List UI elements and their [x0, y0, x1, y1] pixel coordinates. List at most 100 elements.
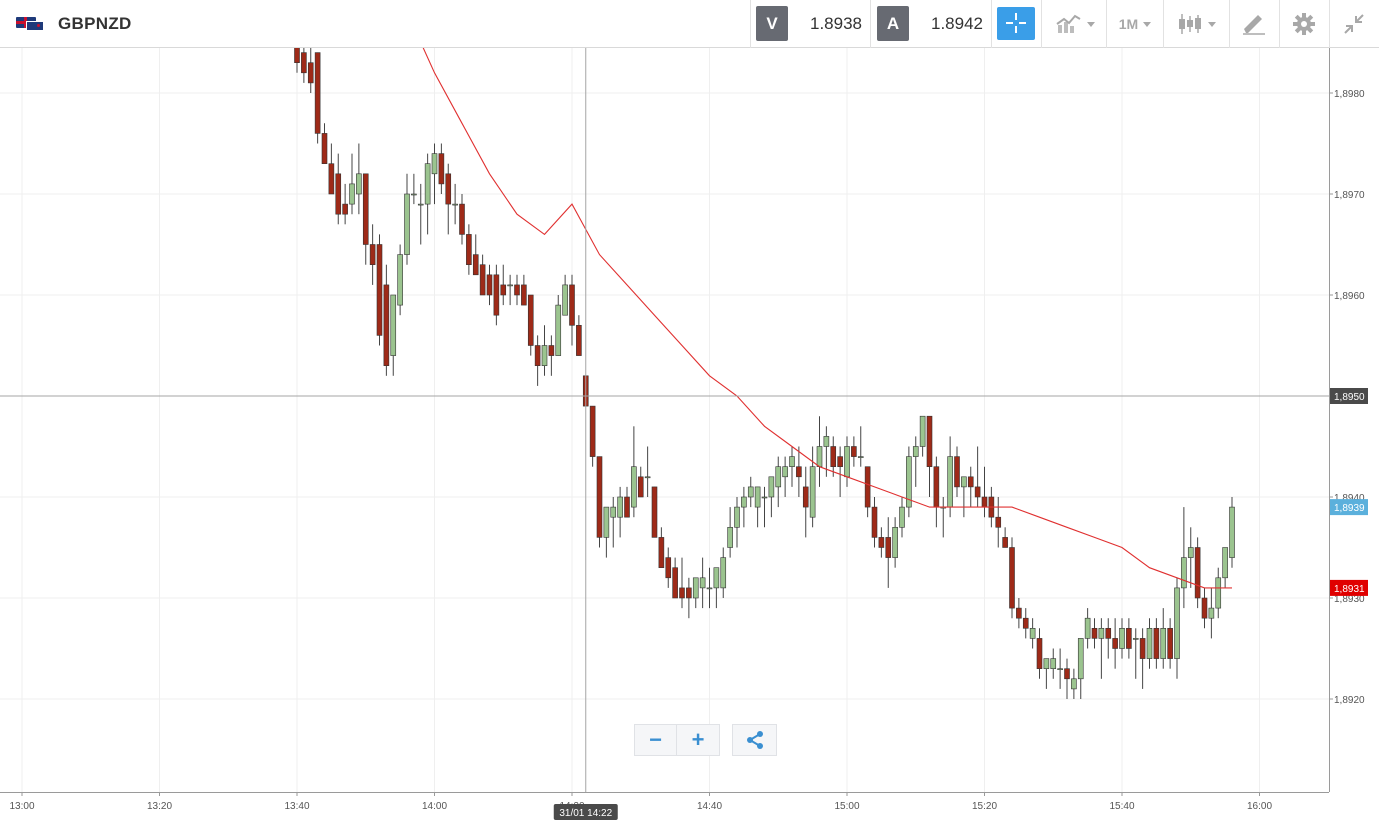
settings-button[interactable] — [1282, 0, 1326, 48]
candle-up — [1208, 607, 1215, 619]
candle-down — [459, 203, 465, 235]
candle-down — [321, 133, 328, 165]
candle-up — [356, 173, 362, 195]
sell-price: 1.8938 — [810, 13, 862, 33]
candle-down — [335, 173, 342, 215]
crosshair-button[interactable] — [997, 7, 1035, 40]
candle-up — [768, 476, 775, 498]
candle-down — [926, 415, 933, 468]
candle-up — [844, 446, 850, 478]
candle-down — [1036, 638, 1043, 670]
candle-down — [493, 274, 500, 316]
candle-down — [1009, 547, 1015, 609]
candle-down — [369, 244, 376, 266]
share-icon — [746, 731, 763, 749]
candle-down — [864, 466, 871, 508]
candle-down — [514, 284, 520, 296]
zoom-out-button[interactable]: − — [634, 724, 677, 756]
x-tick-label: 15:20 — [972, 801, 997, 812]
candle-down — [1022, 617, 1029, 629]
buy-quote[interactable]: A 1.8942 — [877, 6, 991, 41]
candle-up — [706, 587, 713, 590]
collapse-button[interactable] — [1332, 0, 1376, 48]
candle-up — [610, 506, 617, 518]
candle-down — [1091, 627, 1098, 639]
candle-up — [747, 486, 754, 498]
candle-down — [1002, 537, 1008, 548]
candle-up — [1043, 658, 1050, 669]
x-tick-label: 14:40 — [697, 801, 722, 812]
candle-down — [624, 496, 630, 518]
crosshair-price-label-bg — [1330, 388, 1368, 404]
candle-down — [472, 254, 479, 276]
candle-down — [596, 456, 603, 538]
candle-down — [672, 567, 678, 599]
candle-up — [1229, 506, 1235, 558]
x-tick-label: 15:00 — [834, 801, 859, 812]
candle-down — [802, 486, 809, 508]
chart-area[interactable]: 1,89801,89701,89601,89501,89401,89301,89… — [0, 48, 1379, 823]
price-chart[interactable]: 1,89801,89701,89601,89501,89401,89301,89… — [0, 48, 1379, 823]
crosshair-time-bg — [553, 804, 618, 820]
candle-down — [679, 587, 685, 599]
share-button[interactable] — [732, 724, 777, 756]
x-tick-label: 13:40 — [284, 801, 309, 812]
x-tick-label: 13:20 — [147, 801, 172, 812]
sell-quote[interactable]: V 1.8938 — [756, 6, 870, 41]
candle-down — [1016, 607, 1022, 619]
candle-down — [307, 62, 314, 84]
candle-up — [734, 506, 740, 528]
candle-down — [328, 163, 335, 195]
candle-down — [445, 173, 452, 205]
candle-down — [885, 537, 892, 558]
candle-down — [301, 52, 307, 74]
candle-up — [1215, 577, 1222, 609]
crosshair-icon — [1006, 13, 1026, 33]
separator — [750, 0, 751, 48]
candle-down — [651, 486, 658, 538]
candle-up — [919, 415, 926, 447]
candle-up — [1160, 627, 1167, 659]
candle-up — [1187, 547, 1194, 558]
zoom-in-button[interactable]: + — [677, 724, 720, 756]
moving-average-line — [422, 48, 1232, 589]
candle-down — [1105, 627, 1112, 639]
indicators-button[interactable] — [1046, 0, 1104, 48]
crosshair-time-label: 31/01 14:22 — [559, 808, 612, 819]
candle-down — [548, 345, 555, 356]
candle-down — [995, 516, 1002, 528]
candle-up — [404, 193, 410, 255]
buy-label: A — [877, 6, 909, 41]
candle-down — [294, 48, 300, 64]
candle-up — [789, 456, 795, 468]
symbol-selector[interactable]: GBPNZD — [16, 10, 132, 38]
candle-up — [431, 153, 438, 175]
drawing-tools-button[interactable] — [1232, 0, 1276, 48]
candle-down — [438, 153, 445, 185]
candle-up — [1057, 668, 1063, 671]
candle-up — [754, 486, 761, 508]
candle-down — [974, 486, 981, 498]
candle-up — [555, 304, 562, 356]
candle-up — [1071, 678, 1077, 690]
x-tick-label: 13:00 — [9, 801, 34, 812]
candle-down — [1126, 627, 1132, 649]
candle-down — [878, 537, 885, 548]
candle-down — [486, 274, 493, 296]
candle-up — [816, 446, 823, 468]
candle-up — [397, 254, 403, 306]
candle-up — [631, 466, 637, 508]
candle-down — [342, 203, 348, 215]
candle-down — [1153, 627, 1160, 659]
candle-down — [383, 284, 390, 366]
candle-up — [1146, 627, 1153, 659]
chart-toolbar: GBPNZD V 1.8938 A 1.8942 1M — [0, 0, 1379, 48]
candle-down — [479, 264, 486, 296]
candle-down — [569, 284, 575, 326]
candle-up — [1119, 627, 1125, 649]
timeframe-selector[interactable]: 1M — [1108, 0, 1162, 48]
candle-down — [466, 234, 472, 265]
y-tick-label: 1,8970 — [1334, 190, 1365, 201]
chart-type-button[interactable] — [1166, 0, 1226, 48]
candle-down — [796, 466, 802, 478]
